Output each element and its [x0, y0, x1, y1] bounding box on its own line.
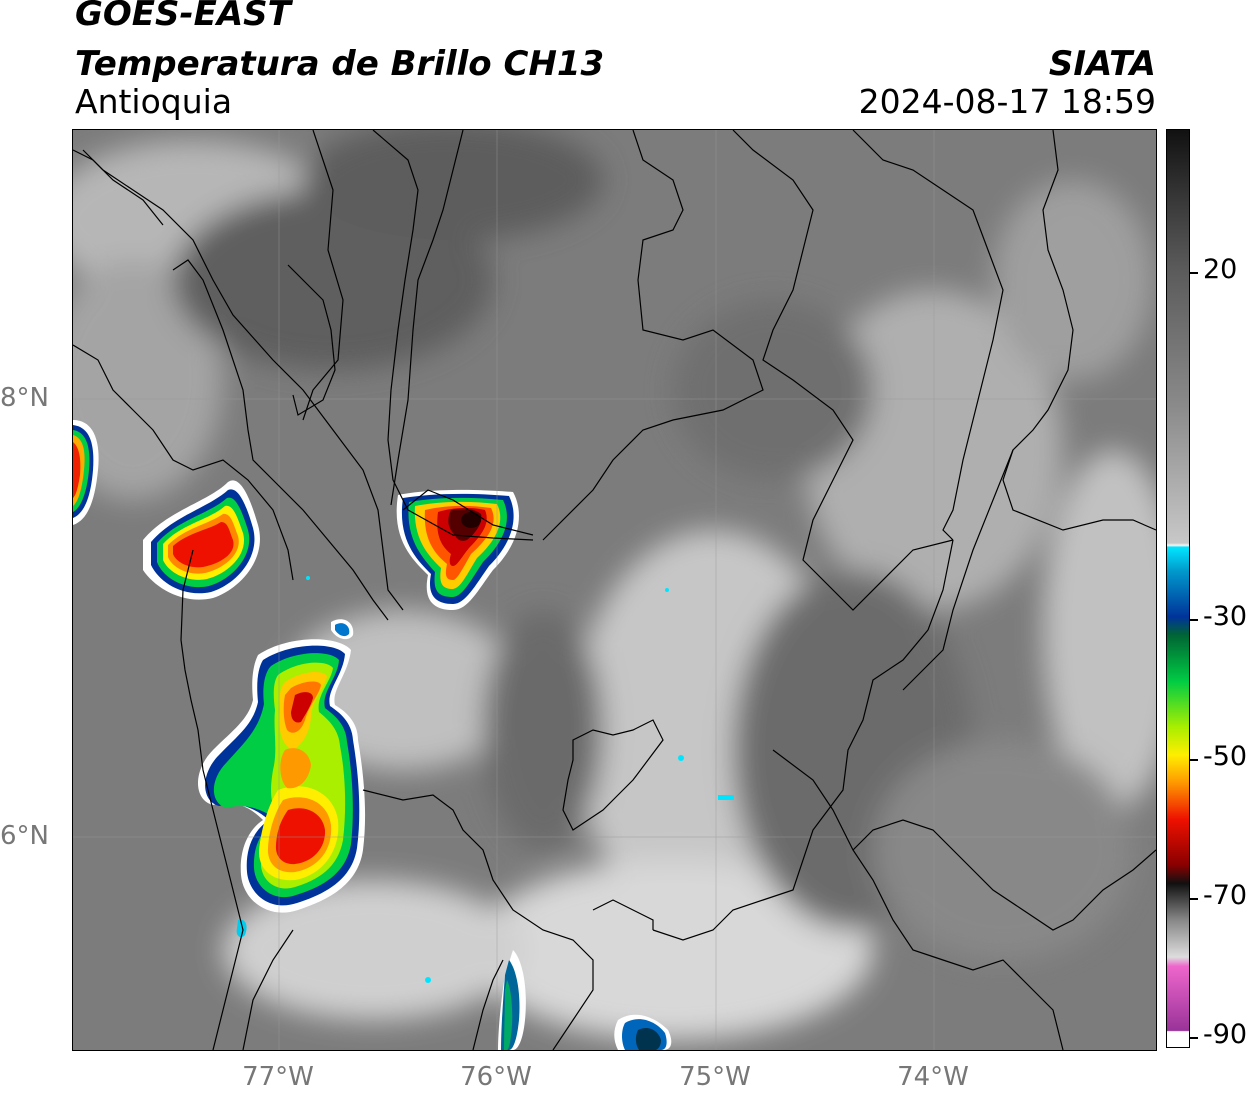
storm-cell — [396, 489, 519, 610]
lon-label-76w: 76°W — [460, 1062, 532, 1092]
map-canvas — [73, 130, 1156, 1050]
storm-cell — [143, 480, 260, 600]
colorbar-label-minus70: -70 — [1203, 880, 1248, 911]
colorbar-tick — [1190, 272, 1198, 274]
colorbar-tick — [1190, 1037, 1198, 1039]
colorbar-tick — [1190, 759, 1198, 761]
colorbar-label-minus90: -90 — [1203, 1019, 1248, 1050]
org-label: SIATA — [1048, 44, 1156, 84]
colorbar — [1166, 129, 1190, 1048]
lon-label-75w: 75°W — [679, 1062, 751, 1092]
gridlines — [73, 130, 1156, 1050]
lat-label-8n: 8°N — [0, 383, 49, 413]
datetime-label: 2024-08-17 18:59 — [858, 82, 1156, 121]
colorbar-label-20: 20 — [1203, 254, 1238, 285]
storm-cell — [73, 420, 99, 525]
colorbar-gradient — [1167, 130, 1189, 1047]
colorbar-label-minus50: -50 — [1203, 741, 1248, 772]
region-subtitle: Antioquia — [75, 82, 233, 121]
storm-cell — [198, 639, 366, 913]
satellite-title: GOES-EAST — [75, 0, 291, 34]
boundaries — [73, 130, 1156, 1050]
lon-label-77w: 77°W — [242, 1062, 314, 1092]
satellite-map[interactable] — [72, 129, 1157, 1051]
small-cells — [236, 576, 734, 1050]
colorbar-tick — [1190, 619, 1198, 621]
colorbar-tick — [1190, 898, 1198, 900]
colorbar-label-minus30: -30 — [1203, 601, 1248, 632]
product-title: Temperatura de Brillo CH13 — [75, 44, 605, 84]
lon-label-74w: 74°W — [897, 1062, 969, 1092]
lat-label-6n: 6°N — [0, 821, 49, 851]
